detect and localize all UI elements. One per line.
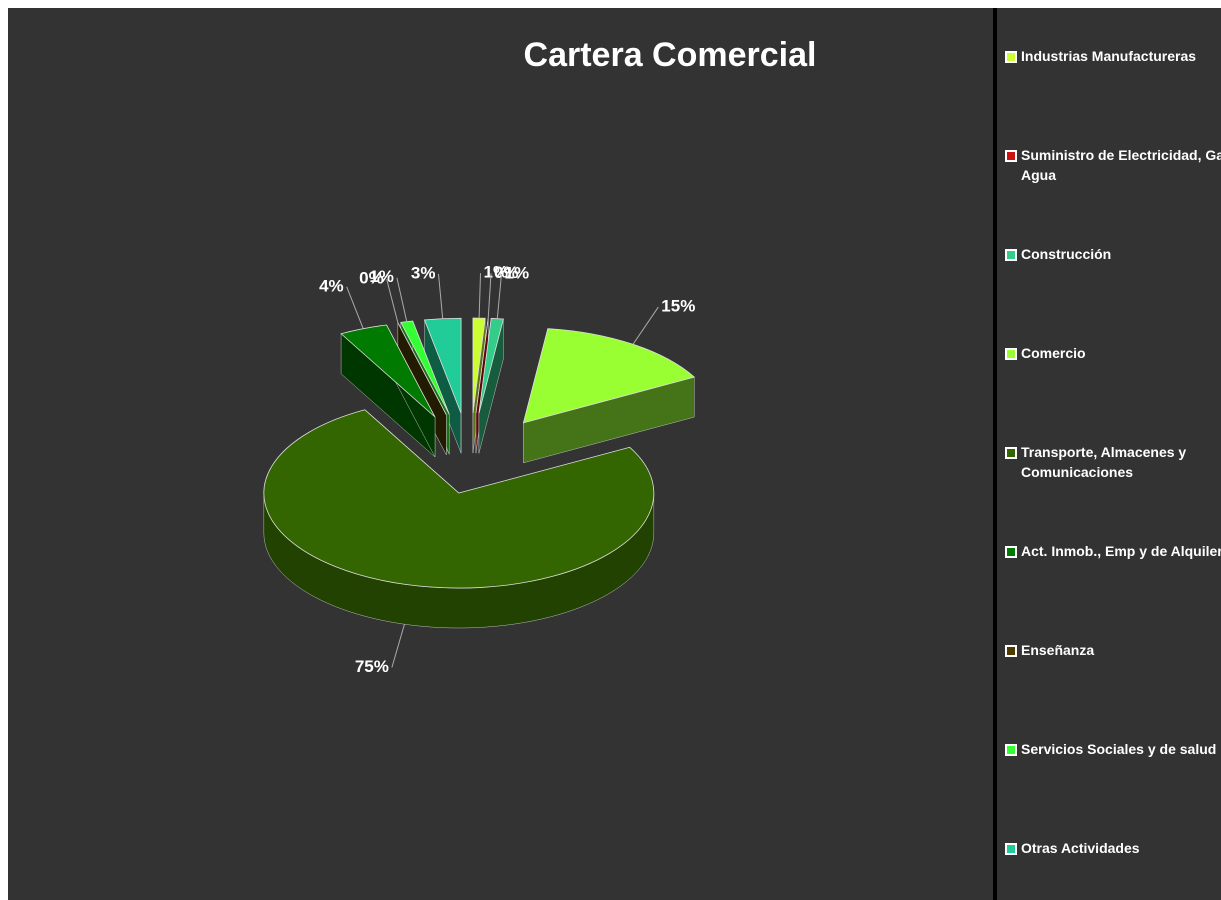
legend-swatch: [1005, 645, 1017, 657]
legend-item: Comercio: [1005, 343, 1221, 363]
data-label: 1%: [369, 267, 394, 286]
separator: [993, 8, 997, 900]
legend-label: Comercio: [1021, 345, 1086, 361]
leader-line: [478, 273, 482, 319]
legend-item: Act. Inmob., Emp y de Alquiler: [1005, 541, 1221, 561]
leader-line: [632, 306, 659, 345]
slice-group: [478, 318, 504, 454]
data-label: 15%: [661, 297, 695, 316]
data-label: 1%: [505, 263, 530, 282]
legend-item: Construcción: [1005, 244, 1221, 264]
slice: [263, 409, 655, 589]
slice: [423, 317, 462, 414]
chart: Cartera Comercial 1%0%1%15%75%4% 0%1% 3%: [263, 36, 817, 676]
legend-item: Industrias Manufactureras: [1005, 46, 1221, 66]
legend-swatch: [1005, 843, 1017, 855]
leader-line: [496, 273, 503, 319]
legend-label: Construcción: [1021, 246, 1112, 262]
leader-line: [487, 273, 492, 319]
legend-swatch: [1005, 546, 1017, 558]
data-label: 4%: [319, 276, 344, 295]
legend-item: Otras Actividades: [1005, 838, 1221, 858]
legend-swatch: [1005, 447, 1017, 459]
legend-swatch: [1005, 348, 1017, 360]
legend-label: Act. Inmob., Emp y de Alquiler: [1021, 543, 1221, 559]
legend-swatch: [1005, 51, 1017, 63]
leader-line: [386, 279, 399, 323]
data-label: 75%: [355, 657, 389, 676]
legend: Industrias Manufactureras Suministro de E…: [997, 8, 1221, 900]
legend-swatch: [1005, 150, 1017, 162]
data-label: 0%: [494, 263, 519, 282]
legend-label: Suministro de Electricidad, Gas y Agua: [1021, 147, 1221, 183]
leader-line: [346, 286, 364, 329]
slice-group: [522, 328, 696, 464]
legend-swatch: [1005, 249, 1017, 261]
legend-item: Servicios Sociales y de salud: [1005, 739, 1221, 759]
legend-item: Transporte, Almacenes y Comunicaciones: [1005, 442, 1221, 482]
slice-group: [263, 409, 655, 629]
data-label: 1%: [484, 263, 509, 282]
leader-line: [396, 277, 408, 322]
slice-group: [423, 317, 462, 454]
legend-label: Servicios Sociales y de salud: [1021, 741, 1217, 757]
data-label: 3%: [411, 263, 436, 282]
leader-line: [437, 273, 444, 319]
slice: [340, 324, 436, 418]
chart-title: Cartera Comercial: [524, 36, 817, 74]
legend-label: Otras Actividades: [1021, 840, 1140, 856]
slice: [475, 318, 489, 414]
slice: [472, 317, 486, 414]
legend-label: Industrias Manufactureras: [1021, 48, 1197, 64]
leader-line: [391, 624, 405, 668]
legend-item: Suministro de Electricidad, Gas y Agua: [1005, 145, 1221, 185]
legend-swatch: [1005, 744, 1017, 756]
legend-label: Enseñanza: [1021, 642, 1095, 658]
legend-item: Enseñanza: [1005, 640, 1221, 660]
slice-group: [340, 324, 436, 458]
legend-label: Transporte, Almacenes y Comunicaciones: [1021, 444, 1187, 480]
data-label: 0%: [359, 269, 384, 288]
